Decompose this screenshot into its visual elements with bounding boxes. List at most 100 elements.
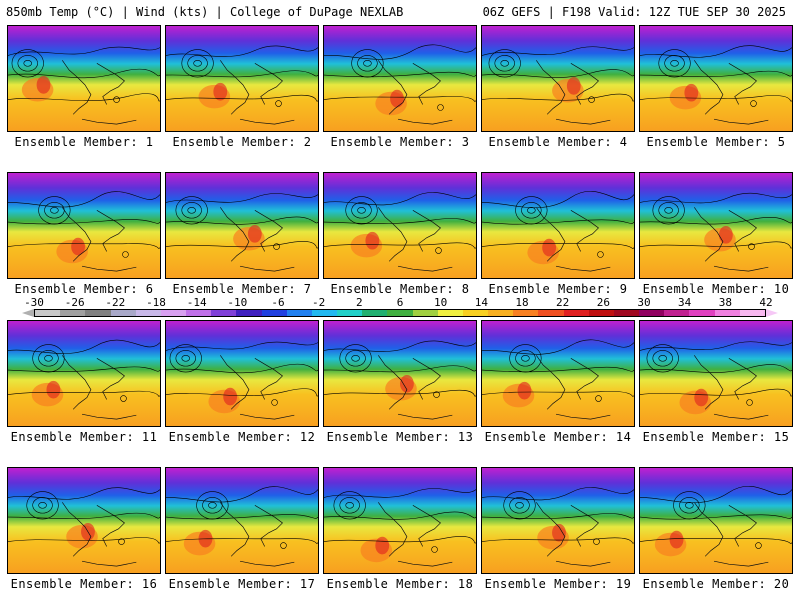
ensemble-member-map (165, 172, 319, 279)
ensemble-member-label: Ensemble Member: 4 (488, 135, 628, 149)
map-field (324, 26, 476, 131)
ensemble-member-label: Ensemble Member: 13 (326, 430, 474, 444)
ensemble-member-label: Ensemble Member: 17 (168, 577, 316, 591)
colorbar-cell (186, 310, 212, 316)
colorbar-cell (60, 310, 86, 316)
colorbar-tick-label: -26 (64, 296, 85, 309)
temperature-colorbar (34, 309, 766, 317)
colorbar-cell (236, 310, 262, 316)
colorbar-tick-label: 18 (515, 296, 529, 309)
colorbar-min-arrow (22, 309, 34, 317)
map-field (166, 468, 318, 573)
colorbar-tick-label: 34 (678, 296, 692, 309)
map-field (482, 173, 634, 278)
ensemble-member-map (323, 467, 477, 574)
ensemble-member-label: Ensemble Member: 18 (326, 577, 474, 591)
map-field (482, 26, 634, 131)
colorbar-cell (563, 310, 589, 316)
colorbar-tick-label: -22 (105, 296, 126, 309)
colorbar-cell (362, 310, 388, 316)
map-field (8, 26, 160, 131)
map-field (166, 26, 318, 131)
colorbar-cell (613, 310, 640, 316)
map-field (8, 468, 160, 573)
ensemble-member-label: Ensemble Member: 1 (14, 135, 154, 149)
map-field (324, 468, 476, 573)
ensemble-member-label: Ensemble Member: 10 (642, 282, 790, 296)
ensemble-member-map (639, 320, 793, 427)
ensemble-member-map (323, 25, 477, 132)
ensemble-member-map (7, 467, 161, 574)
colorbar-tick-label: 6 (396, 296, 404, 309)
colorbar-cell (664, 310, 690, 316)
colorbar-tick-label: -30 (24, 296, 44, 309)
ensemble-member-label: Ensemble Member: 19 (484, 577, 632, 591)
colorbar-cell (462, 310, 489, 316)
colorbar-tick-labels: -30 -26 -22 -18 -14 -10 -6 -2 2 6 10 14 18 22 26 30 34 38… (24, 296, 773, 309)
colorbar-cell (160, 310, 187, 316)
map-field (166, 321, 318, 426)
colorbar-tick-label: -14 (186, 296, 207, 309)
colorbar-tick-label: 30 (637, 296, 651, 309)
ensemble-member-label: Ensemble Member: 6 (14, 282, 154, 296)
ensemble-member-label: Ensemble Member: 3 (330, 135, 470, 149)
colorbar-cell (311, 310, 338, 316)
map-field (640, 468, 792, 573)
map-field (640, 321, 792, 426)
colorbar-cell (35, 310, 61, 316)
ensemble-member-label: Ensemble Member: 11 (10, 430, 158, 444)
ensemble-member-map (481, 320, 635, 427)
ensemble-member-map (639, 25, 793, 132)
map-field (482, 468, 634, 573)
colorbar-tick-label: 38 (718, 296, 732, 309)
colorbar-cell (412, 310, 438, 316)
ensemble-member-map (7, 25, 161, 132)
colorbar-tick-label: -2 (312, 296, 326, 309)
map-field (482, 321, 634, 426)
ensemble-member-label: Ensemble Member: 12 (168, 430, 316, 444)
ensemble-member-label: Ensemble Member: 9 (488, 282, 628, 296)
ensemble-member-map (165, 467, 319, 574)
ensemble-member-map (639, 467, 793, 574)
colorbar-max-arrow (766, 309, 778, 317)
colorbar-tick-label: -10 (227, 296, 248, 309)
map-field (8, 173, 160, 278)
ensemble-member-label: Ensemble Member: 2 (172, 135, 312, 149)
ensemble-member-label: Ensemble Member: 20 (642, 577, 790, 591)
map-field (324, 321, 476, 426)
ensemble-member-label: Ensemble Member: 7 (172, 282, 312, 296)
colorbar-cell (211, 310, 237, 316)
colorbar-cell (588, 310, 614, 316)
run-valid-time: 06Z GEFS | F198 Valid: 12Z TUE SEP 30 20… (482, 5, 786, 19)
colorbar-tick-label: 22 (556, 296, 570, 309)
ensemble-member-label: Ensemble Member: 14 (484, 430, 632, 444)
colorbar-cell (387, 310, 413, 316)
colorbar-cell (437, 310, 463, 316)
colorbar-tick-label: 42 (759, 296, 773, 309)
colorbar-cell (110, 310, 136, 316)
colorbar-cell (286, 310, 312, 316)
colorbar-cell (689, 310, 715, 316)
ensemble-member-map (7, 172, 161, 279)
colorbar-cell (714, 310, 740, 316)
colorbar-cell (538, 310, 564, 316)
map-field (8, 321, 160, 426)
colorbar-tick-label: 26 (596, 296, 610, 309)
map-title: 850mb Temp (°C) | Wind (kts) | College o… (6, 5, 404, 19)
colorbar-tick-label: 2 (356, 296, 363, 309)
colorbar-cell (261, 310, 287, 316)
ensemble-member-map (481, 25, 635, 132)
colorbar-cell (513, 310, 539, 316)
colorbar-cell (739, 310, 765, 316)
colorbar-tick-label: -18 (146, 296, 166, 309)
ensemble-member-map (165, 25, 319, 132)
ensemble-member-map (481, 172, 635, 279)
ensemble-member-map (481, 467, 635, 574)
colorbar-tick-label: 10 (434, 296, 448, 309)
ensemble-member-map (323, 320, 477, 427)
colorbar-tick-label: 14 (474, 296, 488, 309)
ensemble-member-label: Ensemble Member: 16 (10, 577, 158, 591)
colorbar-tick-label: -6 (271, 296, 285, 309)
ensemble-member-map (7, 320, 161, 427)
colorbar-cell (639, 310, 665, 316)
